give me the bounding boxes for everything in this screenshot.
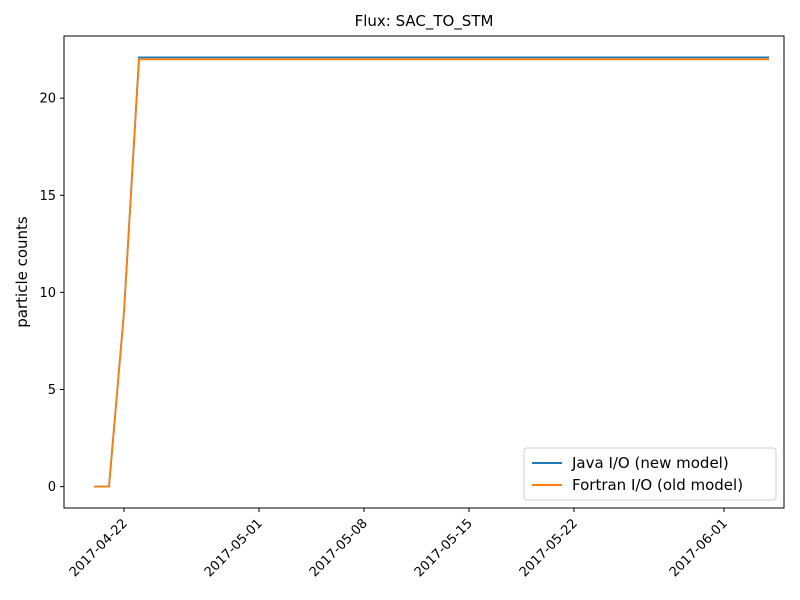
series-line-1	[94, 58, 769, 488]
legend-label-1: Fortran I/O (old model)	[572, 476, 743, 494]
plot-frame	[63, 35, 785, 509]
chart-title: Flux: SAC_TO_STM	[355, 12, 494, 31]
x-tick-label-4: 2017-05-22	[517, 516, 581, 580]
y-tick-label-0: 0	[48, 480, 56, 495]
x-tick-label-2: 2017-05-08	[307, 516, 371, 580]
y-tick-label-3: 15	[39, 189, 56, 204]
y-axis-label: particle counts	[13, 216, 31, 328]
x-tick-label-3: 2017-05-15	[412, 516, 476, 580]
series-line-0	[94, 56, 769, 488]
x-tick-label-5: 2017-06-01	[667, 516, 731, 580]
legend: Java I/O (new model) Fortran I/O (old mod…	[523, 447, 777, 501]
x-tick-label-1: 2017-05-01	[202, 516, 266, 580]
y-tick-label-1: 5	[48, 383, 56, 398]
legend-label-0: Java I/O (new model)	[571, 454, 729, 472]
y-ticks: 0 5 10 15 20	[39, 92, 64, 495]
y-tick-label-2: 10	[39, 286, 56, 301]
x-tick-label-0: 2017-04-22	[67, 516, 131, 580]
legend-box	[523, 447, 777, 501]
x-ticks: 2017-04-22 2017-05-01 2017-05-08 2017-05-15…	[67, 508, 731, 580]
series-layer	[94, 56, 769, 488]
y-tick-label-4: 20	[39, 92, 56, 107]
